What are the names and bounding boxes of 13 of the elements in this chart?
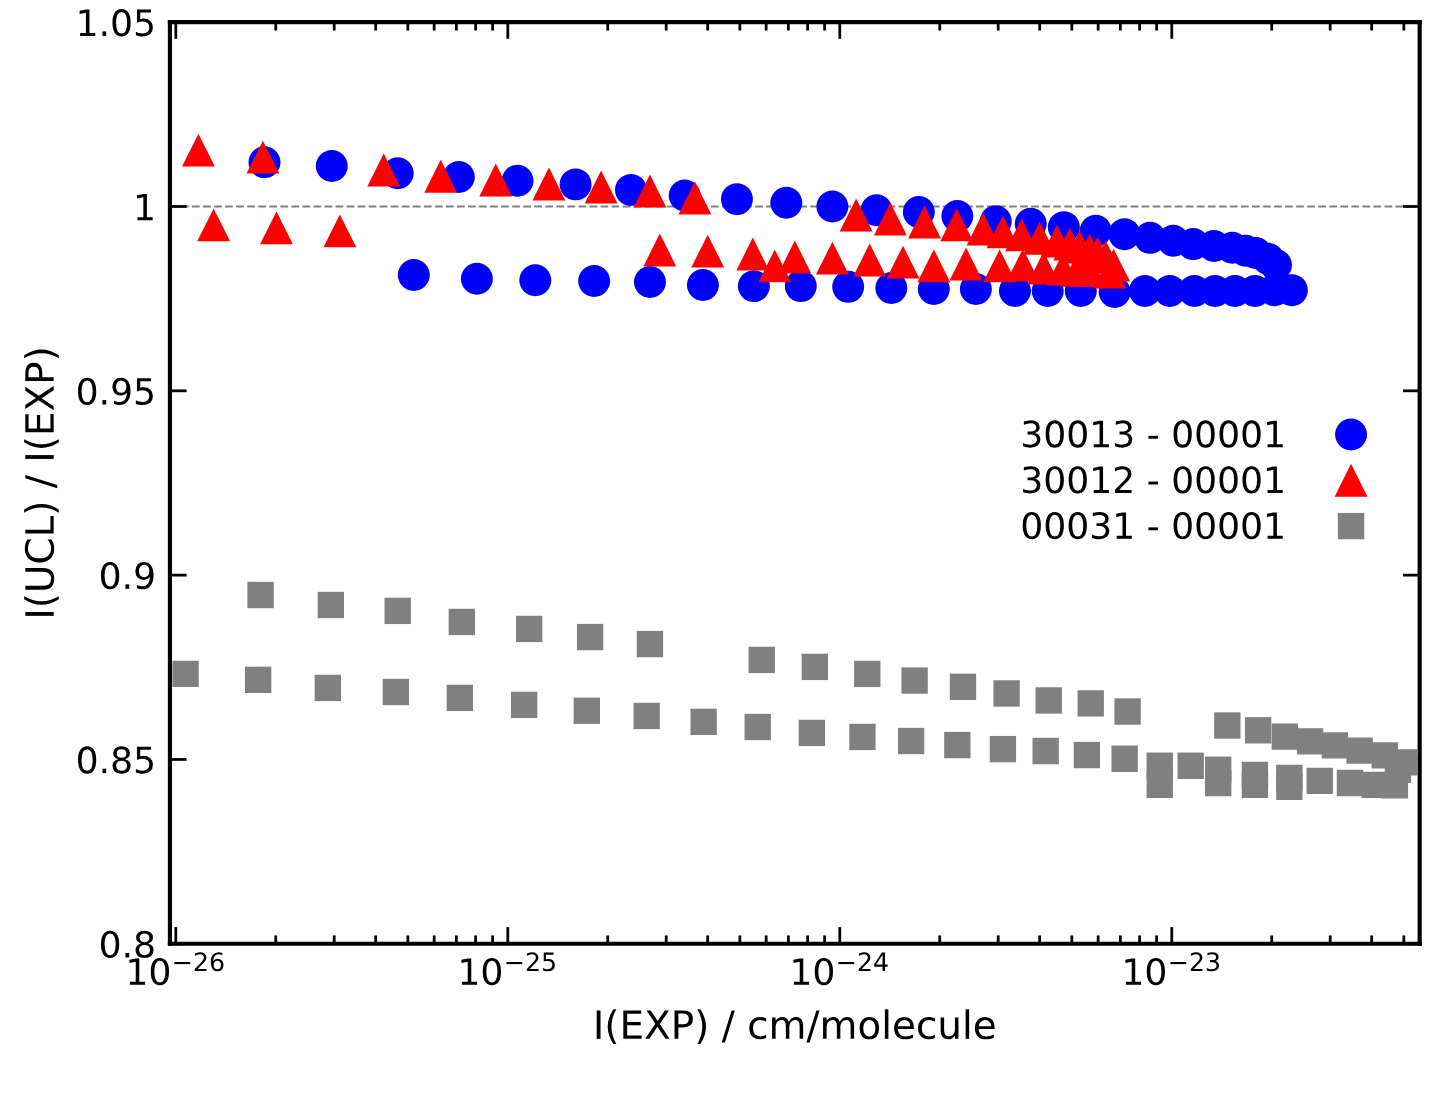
- y-tick-label: 0.9: [100, 562, 154, 590]
- legend-label: 30012 - 00001: [1023, 466, 1283, 494]
- y-tick-label: 1: [137, 193, 153, 221]
- y-tick-label: 1.05: [79, 9, 153, 37]
- y-axis-title: I(UCL) / I(EXP): [24, 349, 59, 616]
- y-tick-label: 0.85: [78, 746, 153, 774]
- x-tick-label: 10$^{−25}$: [461, 952, 555, 986]
- x-tick-label: 10$^{−23}$: [1125, 952, 1220, 986]
- x-axis-title: I(EXP) / cm/molecule: [596, 1009, 995, 1044]
- y-tick-label: 0.95: [78, 377, 153, 406]
- x-tick-label: 10$^{−24}$: [793, 952, 888, 986]
- legend-label: 00031 - 00001: [1022, 511, 1283, 540]
- legend-label: 30013 - 00001: [1023, 420, 1283, 448]
